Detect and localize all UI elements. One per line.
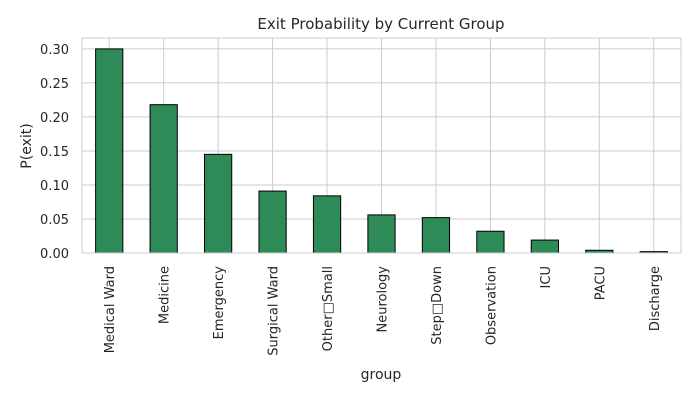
x-tick-label: Other□Small [321,266,336,351]
plot-frame [81,37,682,254]
y-tick-label: 0.20 [40,111,69,126]
y-tick-label: 0.05 [40,213,69,228]
x-tick-label: Observation [484,266,499,345]
y-tick-label: 0.25 [40,77,69,92]
bar-4 [312,195,342,254]
x-tick-labels: Medical Ward Medicine Emergency Surgical Wa… [103,266,663,356]
x-tick-label: PACU [593,266,608,300]
bars [95,48,668,254]
y-tick-label: 0.10 [40,179,69,194]
x-tick-label: Neurology [376,266,391,333]
y-tick-label: 0.30 [40,43,69,58]
x-tick-label: ICU [539,266,554,288]
x-axis-label: group [361,367,402,383]
bar-0 [95,48,124,254]
x-tick-label: Medicine [158,266,173,324]
x-tick-label: Surgical Ward [267,266,282,356]
chart-title: Exit Probability by Current Group [257,15,504,33]
x-tick-label: Medical Ward [103,266,118,353]
bar-8 [530,239,559,254]
bar-2 [204,153,233,254]
y-tick-labels: 0.00 0.05 0.10 0.15 0.20 0.25 0.30 [40,43,69,262]
bar-7 [476,230,505,254]
x-tick-label: Step□Down [430,266,445,345]
bar-5 [367,214,396,254]
bar-1 [149,104,178,254]
y-tick-label: 0.15 [40,145,69,160]
x-tick-label: Emergency [212,266,227,340]
y-axis-label: P(exit) [19,123,35,168]
bar-3 [258,190,287,254]
bar-6 [421,217,451,254]
x-tick-label: Discharge [648,266,663,331]
y-tick-label: 0.00 [40,247,69,262]
